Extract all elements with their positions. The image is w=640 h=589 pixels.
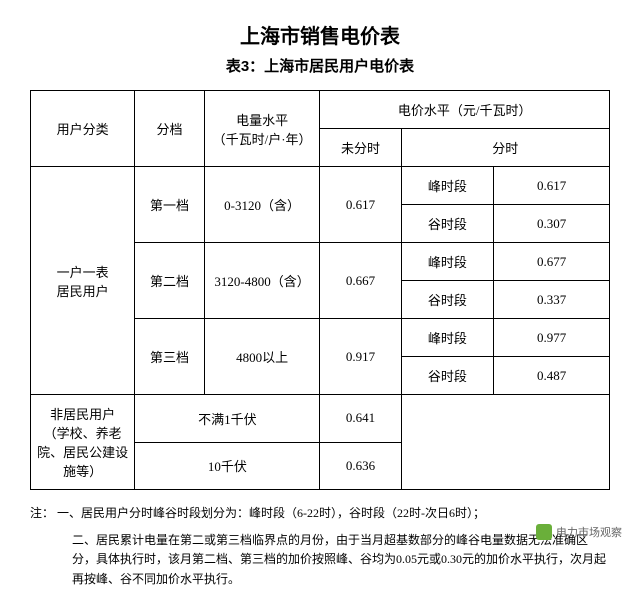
table-cell: 不满1千伏	[135, 395, 320, 443]
table-cell: 0.641	[320, 395, 401, 443]
footer-text: 电力市场观察	[556, 524, 622, 540]
note-2: 二、居民累计电量在第二或第三档临界点的月份，由于当月超基数部分的峰谷电量数据无法…	[30, 531, 610, 589]
hdr-non-tou: 未分时	[320, 129, 401, 167]
table-caption: 表3：上海市居民用户电价表	[30, 55, 610, 76]
table-cell: 第三档	[135, 319, 204, 395]
footer: 电力市场观察	[536, 524, 622, 540]
table-cell: 峰时段	[401, 167, 494, 205]
table-cell: 峰时段	[401, 243, 494, 281]
residential-label: 一户一表 居民用户	[31, 167, 135, 395]
table-cell: 0.677	[494, 243, 610, 281]
table-cell: 0.487	[494, 357, 610, 395]
hdr-tier: 分档	[135, 91, 204, 167]
table-cell	[401, 395, 609, 490]
table-cell: 3120-4800（含）	[204, 243, 320, 319]
hdr-price: 电价水平（元/千瓦时）	[320, 91, 610, 129]
table-cell: 谷时段	[401, 205, 494, 243]
table-cell: 0.977	[494, 319, 610, 357]
table-cell: 0.617	[320, 167, 401, 243]
nonres-label: 非居民用户 （学校、养老院、居民公建设施等）	[31, 395, 135, 490]
table-cell: 0.667	[320, 243, 401, 319]
hdr-energy: 电量水平 （千瓦时/户·年）	[204, 91, 320, 167]
table-cell: 谷时段	[401, 357, 494, 395]
hdr-user-type: 用户分类	[31, 91, 135, 167]
table-cell: 0.337	[494, 281, 610, 319]
page-title: 上海市销售电价表	[30, 20, 610, 49]
table-cell: 10千伏	[135, 442, 320, 490]
note-1: 注： 一、居民用户分时峰谷时段划分为：峰时段（6-22时），谷时段（22时-次日…	[30, 504, 610, 523]
table-cell: 0.307	[494, 205, 610, 243]
table-cell: 0-3120（含）	[204, 167, 320, 243]
notes: 注： 一、居民用户分时峰谷时段划分为：峰时段（6-22时），谷时段（22时-次日…	[30, 504, 610, 589]
hdr-tou: 分时	[401, 129, 609, 167]
price-table: 用户分类 分档 电量水平 （千瓦时/户·年） 电价水平（元/千瓦时） 未分时 分…	[30, 90, 610, 490]
table-cell: 0.636	[320, 442, 401, 490]
table-cell: 第二档	[135, 243, 204, 319]
table-cell: 谷时段	[401, 281, 494, 319]
table-cell: 峰时段	[401, 319, 494, 357]
table-cell: 0.917	[320, 319, 401, 395]
wechat-icon	[536, 524, 552, 540]
table-cell: 第一档	[135, 167, 204, 243]
table-cell: 4800以上	[204, 319, 320, 395]
table-cell: 0.617	[494, 167, 610, 205]
